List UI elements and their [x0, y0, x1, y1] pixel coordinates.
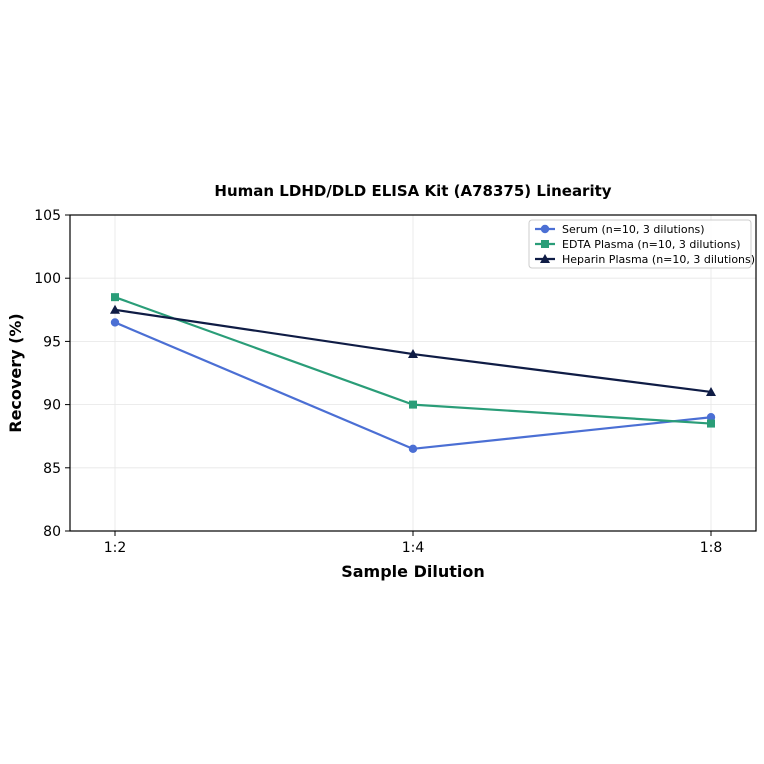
legend-box — [528, 219, 752, 269]
y-tick-label: 90 — [43, 398, 61, 414]
legend-label: Serum (n=10, 3 dilutions) — [562, 223, 705, 236]
x-tick-label: 1:2 — [104, 540, 127, 556]
y-tick-label: 80 — [43, 524, 61, 540]
series-layer — [110, 293, 716, 454]
x-tick-label: 1:8 — [700, 540, 723, 556]
data-point — [408, 444, 418, 454]
ticks: 80 85 90 95 100 105 1:2 1:4 1:8 — [34, 208, 722, 556]
y-tick-label: 100 — [34, 271, 61, 287]
legend-label: EDTA Plasma (n=10, 3 dilutions) — [562, 238, 741, 251]
data-point — [706, 386, 716, 396]
y-axis-label: Recovery (%) — [6, 313, 25, 432]
x-tick-label: 1:4 — [402, 540, 425, 556]
data-point — [541, 240, 549, 248]
data-point — [540, 254, 550, 263]
y-tick-label: 95 — [43, 334, 61, 350]
data-point — [110, 318, 120, 327]
legend: Serum (n=10, 3 dilutions) EDTA Plasma (n=… — [528, 219, 755, 269]
x-axis-label: Sample Dilution — [341, 562, 485, 581]
data-point — [706, 413, 716, 422]
data-point — [409, 400, 417, 409]
chart-title: Human LDHD/DLD ELISA Kit (A78375) Linear… — [214, 182, 611, 200]
data-point — [111, 293, 119, 302]
data-point — [110, 304, 120, 314]
data-point — [540, 224, 550, 234]
y-tick-label: 105 — [34, 208, 61, 224]
y-tick-label: 85 — [43, 461, 61, 477]
legend-label: Heparin Plasma (n=10, 3 dilutions) — [562, 253, 755, 266]
data-point — [707, 419, 715, 428]
data-point — [408, 349, 418, 359]
